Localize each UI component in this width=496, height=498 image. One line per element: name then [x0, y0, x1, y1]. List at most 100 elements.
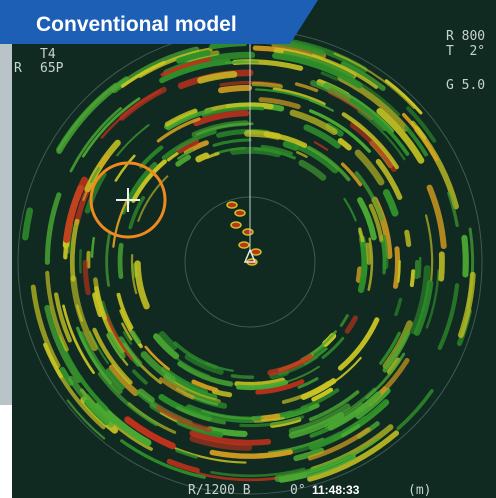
echo: [105, 368, 125, 390]
echo: [153, 333, 180, 360]
echo: [22, 207, 34, 241]
echo: [461, 234, 469, 278]
echo: [392, 246, 401, 289]
echo: [251, 81, 283, 89]
echo: [185, 404, 255, 424]
echo: [161, 129, 217, 161]
echo: [365, 242, 372, 265]
echo: [144, 345, 170, 371]
tilt-readout: T 2°: [446, 44, 485, 59]
echo: [116, 292, 134, 330]
echo: [355, 266, 363, 283]
echo: [272, 52, 363, 89]
echo: [308, 109, 371, 153]
echo: [193, 110, 250, 127]
echo: [409, 269, 416, 288]
range-readout: R 800: [446, 29, 485, 44]
echo: [197, 71, 238, 84]
echo: [327, 387, 377, 424]
echo: [307, 430, 400, 482]
echo: [120, 162, 158, 215]
echo: [84, 171, 107, 214]
echo: [368, 203, 384, 243]
echo: [283, 50, 355, 78]
echo: [230, 146, 282, 158]
echo: [340, 424, 361, 438]
footer-range: R/1200 B: [188, 483, 251, 498]
echo: [337, 317, 380, 371]
echo: [137, 175, 169, 222]
echo: [320, 71, 339, 81]
echo: [176, 138, 200, 154]
echo: [160, 57, 212, 77]
echo: [281, 380, 331, 404]
echo: [410, 265, 431, 335]
echo: [117, 336, 143, 367]
echo: [313, 356, 362, 395]
echo: [176, 405, 226, 425]
echo: [89, 167, 100, 184]
echo: [414, 259, 420, 280]
footer-time: 11:48:33: [312, 483, 360, 497]
echo: [308, 99, 334, 112]
crosshair: [116, 188, 140, 212]
footer-unit: (m): [408, 483, 431, 498]
echo: [341, 415, 367, 433]
echo: [333, 52, 415, 110]
echo: [43, 342, 64, 379]
echo: [327, 391, 382, 431]
echo: [155, 405, 213, 433]
echo: [397, 259, 401, 283]
side-panel: [0, 40, 14, 405]
echo: [93, 277, 108, 321]
echo: [210, 467, 306, 478]
echo: [382, 330, 411, 373]
echo: [63, 176, 88, 243]
echo: [303, 437, 381, 476]
echo: [367, 237, 374, 291]
echo: [68, 375, 115, 428]
echo: [30, 284, 61, 369]
echo: [56, 334, 109, 412]
echo: [175, 154, 191, 167]
echo: [201, 409, 264, 420]
echo: [457, 271, 476, 339]
echo: [294, 82, 319, 93]
echo: [404, 125, 428, 157]
echo: [158, 331, 178, 351]
target-echo: [238, 241, 250, 249]
echo: [159, 58, 231, 84]
echo: [386, 357, 401, 375]
echo: [66, 399, 106, 440]
echo: [90, 236, 96, 258]
echo: [132, 369, 148, 385]
echo: [120, 60, 166, 88]
echo: [303, 124, 341, 149]
echo: [97, 371, 159, 427]
echo: [394, 297, 403, 317]
echo: [195, 152, 210, 163]
echo: [339, 314, 349, 327]
echo: [124, 416, 176, 450]
echo: [56, 82, 118, 152]
echo: [108, 364, 139, 397]
echo: [382, 189, 399, 217]
echo: [298, 159, 327, 181]
echo: [130, 253, 138, 295]
echo: [244, 129, 282, 140]
echo: [447, 191, 459, 228]
echo: [114, 154, 136, 182]
echo: [176, 419, 224, 438]
echo: [376, 107, 425, 164]
echo: [69, 218, 80, 282]
echo: [218, 84, 253, 94]
echo: [354, 171, 384, 222]
target-echo: [242, 228, 254, 236]
echo: [287, 365, 320, 383]
echo: [78, 331, 123, 394]
echo: [239, 415, 305, 428]
echo: [82, 259, 91, 296]
echo: [201, 106, 265, 118]
echo: [189, 435, 253, 451]
echo: [340, 61, 386, 91]
